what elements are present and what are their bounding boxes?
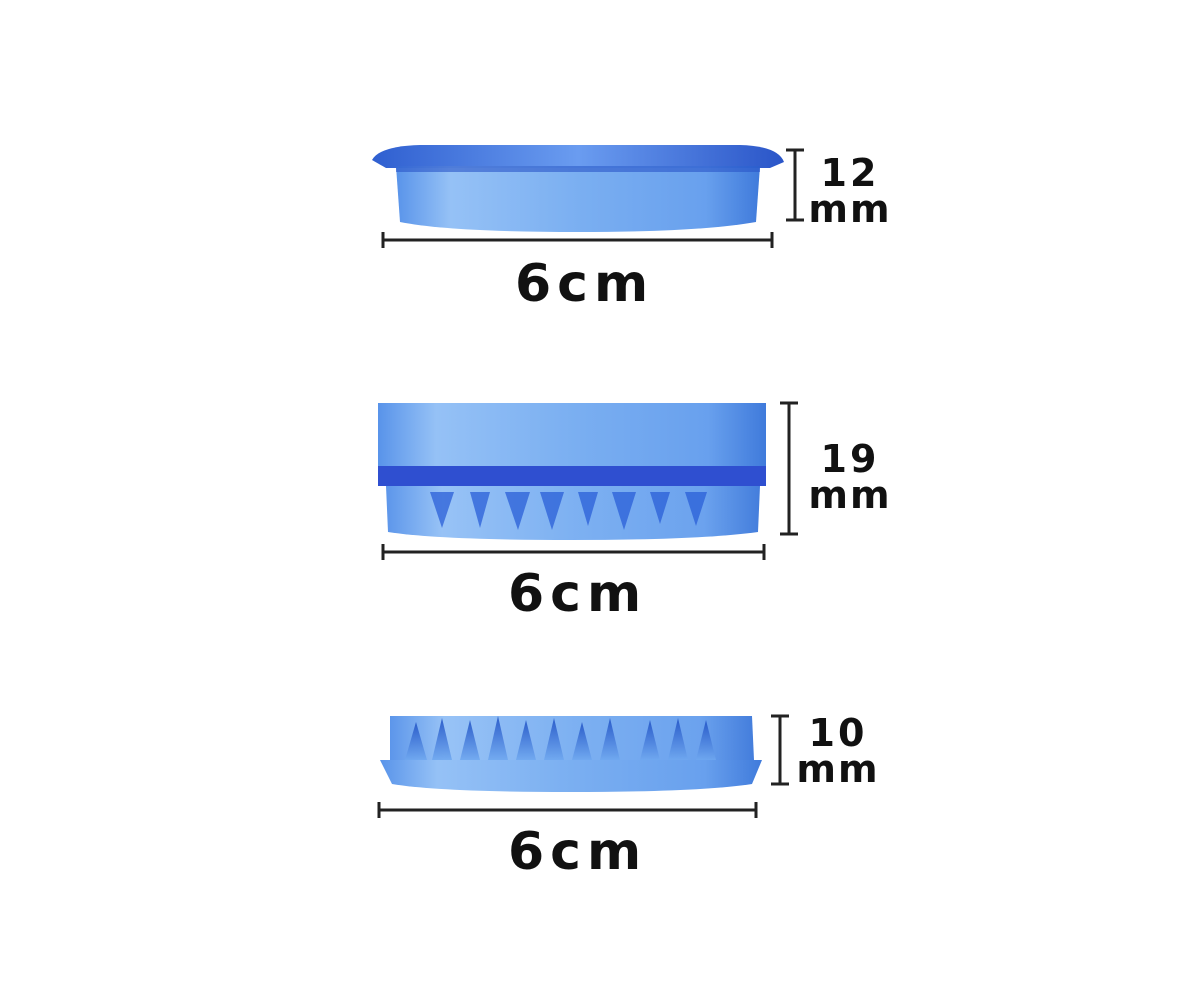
bottom-plate-height-unit: mm	[796, 747, 880, 791]
plate-teeth	[405, 716, 716, 760]
middle-chamber-height-value: 19	[820, 437, 880, 481]
bottom-plate-dimensions	[377, 714, 789, 818]
chamber-rim-band	[378, 466, 766, 486]
middle-chamber-width-label: 6cm	[508, 564, 648, 624]
chamber-teeth	[430, 492, 707, 530]
bottom-plate-height-value: 10	[808, 711, 868, 755]
bottom-plate-width-label: 6cm	[508, 822, 648, 882]
middle-chamber-piece	[378, 403, 766, 540]
lid-rim	[372, 145, 784, 168]
lid-piece	[372, 145, 784, 232]
bottom-plate-piece	[380, 716, 762, 792]
lid-width-label: 6cm	[515, 254, 655, 314]
plate-upper-band	[390, 716, 754, 760]
lid-height-value: 12	[820, 151, 880, 195]
chamber-upper-band	[378, 403, 766, 469]
lid-dimensions	[381, 148, 804, 248]
middle-chamber-height-unit: mm	[808, 473, 892, 517]
lid-height-unit: mm	[808, 187, 892, 231]
lid-body	[396, 166, 760, 232]
plate-base	[380, 760, 762, 792]
middle-chamber-dimensions	[381, 401, 798, 560]
